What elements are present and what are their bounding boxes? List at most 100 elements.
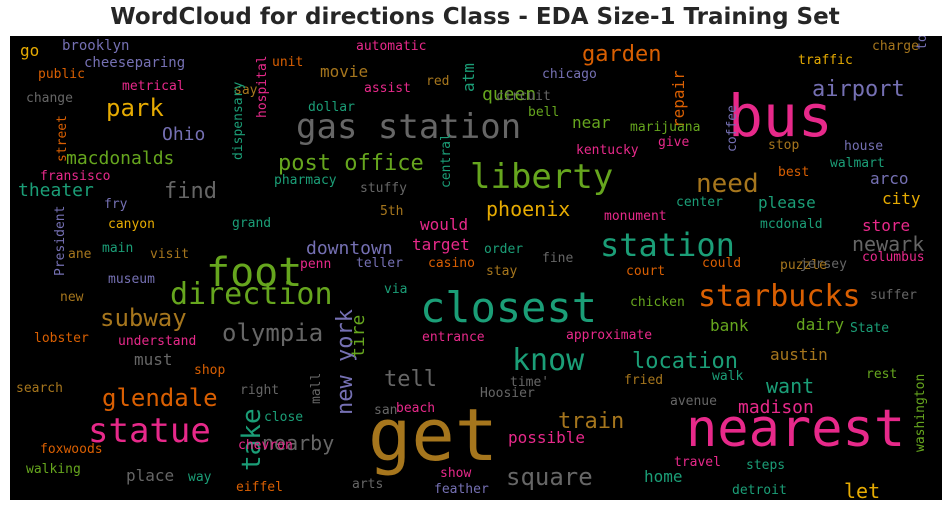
word-glendale: glendale [102, 384, 218, 412]
word-assist: assist [364, 81, 411, 96]
word-president: President [53, 206, 68, 276]
word-would: would [420, 215, 468, 234]
word-san: san [374, 403, 397, 418]
word-austin: austin [770, 345, 828, 364]
word-foxwoods: foxwoods [40, 442, 103, 457]
word-mcdonald: mcdonald [760, 217, 823, 232]
word-casino: casino [428, 256, 475, 271]
word-travel: travel [674, 455, 721, 470]
word-go: go [20, 41, 39, 60]
word-starbucks: starbucks [698, 279, 861, 314]
word-bus: bus [728, 82, 833, 150]
word-circuit: circuit [496, 89, 551, 104]
word-fried: fried [624, 373, 663, 388]
word-order: order [484, 242, 523, 257]
word-arco: arco [870, 169, 909, 188]
word-best: best [778, 165, 809, 180]
word-get: get [368, 393, 498, 477]
word-center: center [676, 195, 723, 210]
word-liberty: liberty [470, 157, 613, 197]
word-cheeseparing: cheeseparing [84, 55, 185, 71]
word-puzzle: puzzle [780, 258, 827, 273]
word-penn: penn [300, 257, 331, 272]
word-house: house [844, 139, 883, 154]
word-understand: understand [118, 334, 196, 349]
word-subway: subway [100, 304, 187, 332]
word-walk: walk [712, 369, 743, 384]
word-time: time' [510, 375, 549, 390]
word-could: could [702, 256, 741, 271]
word-nearby: nearby [262, 431, 334, 455]
word-approximate: approximate [566, 328, 652, 343]
word-closest: closest [420, 283, 597, 332]
word-macdonalds: macdonalds [66, 148, 174, 169]
word-5th: 5th [380, 204, 403, 219]
word-fransisco: fransisco [40, 169, 110, 184]
word-take: take [237, 408, 267, 471]
word-walking: walking [26, 462, 81, 477]
word-automatic: automatic [356, 39, 426, 54]
word-airport: airport [812, 77, 905, 102]
word-atm: atm [459, 63, 478, 92]
word-madison: madison [738, 397, 814, 418]
word-mall: mall [309, 373, 324, 404]
word-statue: statue [88, 411, 211, 451]
word-metrical: metrical [122, 79, 185, 94]
word-let: let [844, 479, 880, 500]
word-new-york: new york [333, 309, 358, 415]
word-monument: monument [604, 209, 667, 224]
word-hospital: hospital [255, 55, 270, 118]
word-newark: newark [852, 232, 924, 256]
word-teller: teller [356, 256, 403, 271]
word-need: need [696, 169, 759, 199]
word-say: say [234, 83, 258, 98]
word-stay: stay [486, 264, 517, 279]
word-street: street [55, 115, 70, 162]
word-repair: repair [669, 70, 688, 128]
word-know: know [512, 343, 585, 378]
word-place: place [126, 466, 174, 485]
word-olympia: olympia [222, 319, 323, 347]
word-red: red [426, 74, 449, 89]
word-bell: bell [528, 105, 559, 120]
word-direction: direction [170, 277, 333, 312]
word-must: must [134, 350, 173, 369]
word-possible: possible [508, 428, 585, 447]
wordcloud-svg: get nearest bus closest foot gas station liber… [16, 36, 930, 500]
word-fine: fine [542, 251, 573, 266]
word-search: search [16, 381, 63, 396]
word-gas-station: gas station [296, 107, 521, 147]
word-state: State [850, 321, 889, 336]
word-feather: feather [434, 482, 489, 497]
word-post-office: post office [278, 151, 424, 176]
word-brooklyn: brooklyn [62, 38, 129, 54]
word-phoenix: phoenix [486, 197, 570, 221]
word-tell: tell [384, 367, 437, 392]
word-chevron: chevron [238, 438, 293, 453]
word-entrance: entrance [422, 330, 485, 345]
word-chicago: chicago [542, 67, 597, 82]
word-museum: museum [108, 272, 155, 287]
word-please: please [758, 193, 816, 212]
word-fry: fry [104, 197, 128, 212]
word-grand: grand [232, 216, 271, 231]
word-target: target [412, 235, 470, 254]
word-ane: ane [68, 247, 92, 262]
word-close: close [264, 410, 303, 425]
word-give: give [658, 135, 689, 150]
word-dairy: dairy [796, 315, 845, 334]
word-downtown: downtown [306, 238, 393, 259]
word-shop: shop [194, 363, 225, 378]
word-nearest: nearest [686, 399, 905, 459]
word-main: main [102, 241, 133, 256]
word-columbus: columbus [862, 250, 925, 265]
word-pharmacy: pharmacy [274, 173, 337, 188]
word-city: city [882, 189, 921, 208]
word-dispensary: dispensary [231, 82, 246, 160]
word-queen: queen [482, 84, 536, 105]
word-foot: foot [206, 250, 302, 296]
word-park: park [106, 94, 164, 122]
word-lobster: lobster [34, 331, 89, 346]
word-new: new [60, 290, 84, 305]
word-kentucky: kentucky [576, 143, 639, 158]
